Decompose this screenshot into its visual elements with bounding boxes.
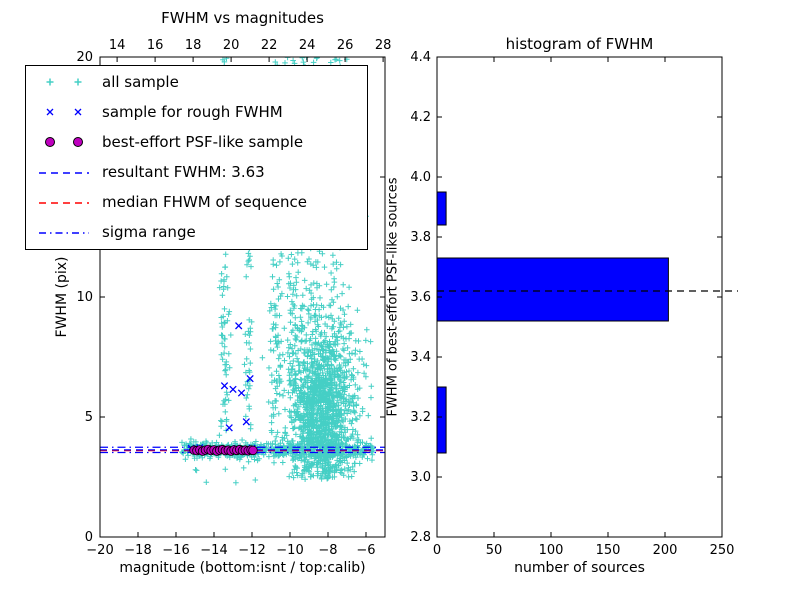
dashed-line-icon <box>39 171 89 174</box>
histogram-bar <box>436 257 669 322</box>
top-x-tick-label: 24 <box>299 38 316 53</box>
top-x-tick-label: 16 <box>147 38 164 53</box>
top-x-tick-label: 20 <box>223 38 240 53</box>
legend-label: resultant FWHM: 3.63 <box>102 163 265 182</box>
legend-entry-resultant-fwhm: resultant FWHM: 3.63 <box>36 165 357 181</box>
histogram-bar <box>436 386 447 454</box>
legend-entry-median-fwhm: median FHWM of sequence <box>36 195 357 211</box>
scatter-xlabel: magnitude (bottom:isnt / top:calib) <box>119 560 366 576</box>
y-tick-label: 3.8 <box>410 230 431 245</box>
top-x-tick-label: 26 <box>337 38 354 53</box>
dashdot-line-icon <box>39 232 89 234</box>
y-tick-label: 10 <box>76 290 93 305</box>
dashed-line-icon <box>39 202 89 204</box>
legend-label: sample for rough FWHM <box>102 102 283 121</box>
scatter-data-layer <box>100 57 385 486</box>
legend-entry-rough-sample: sample for rough FWHM <box>36 104 357 120</box>
hist-ylabel: FWHM of best-effort PSF-like sources <box>385 177 401 417</box>
legend-entry-sigma-range: sigma range <box>36 225 357 241</box>
y-tick-label: 4.4 <box>410 50 431 65</box>
x-tick-label: −16 <box>162 543 189 558</box>
y-tick-label: 4.0 <box>410 170 431 185</box>
x-tick-label: −14 <box>200 543 227 558</box>
x-marker-icon <box>46 108 82 116</box>
y-tick-label: 4.2 <box>410 110 431 125</box>
top-x-tick-label: 18 <box>185 38 202 53</box>
x-tick-label: −8 <box>318 543 337 558</box>
x-tick-label: −12 <box>238 543 265 558</box>
x-tick-label: 150 <box>596 543 621 558</box>
x-tick-label: 250 <box>710 543 735 558</box>
x-tick-label: −18 <box>124 543 151 558</box>
y-tick-label: 3.6 <box>410 290 431 305</box>
scatter-title: FWHM vs magnitudes <box>161 9 324 27</box>
legend-entry-all-sample: all sample <box>36 74 357 90</box>
top-x-tick-label: 28 <box>375 38 392 53</box>
x-tick-label: 200 <box>653 543 678 558</box>
legend: all sample sample for rough FWHM best-ef… <box>25 65 368 250</box>
hist-title: histogram of FWHM <box>505 35 654 53</box>
plus-marker-icon <box>46 78 82 86</box>
top-x-tick-label: 22 <box>261 38 278 53</box>
hist-xlabel: number of sources <box>514 560 645 576</box>
legend-entry-psf-sample: best-effort PSF-like sample <box>36 134 357 150</box>
y-tick-label: 0 <box>85 530 93 545</box>
x-tick-label: −10 <box>276 543 303 558</box>
y-tick-label: 20 <box>76 50 93 65</box>
legend-label: all sample <box>102 72 179 91</box>
legend-label: best-effort PSF-like sample <box>102 132 304 151</box>
psf-sample-marker <box>248 445 258 456</box>
y-tick-label: 3.0 <box>410 470 431 485</box>
circle-marker-icon <box>45 137 83 148</box>
histogram-bar <box>436 191 447 226</box>
x-tick-label: −20 <box>86 543 113 558</box>
legend-label: median FHWM of sequence <box>102 193 307 212</box>
scatter-ylabel: FWHM (pix) <box>54 256 70 338</box>
y-tick-label: 5 <box>85 410 93 425</box>
y-tick-label: 3.4 <box>410 350 431 365</box>
x-tick-label: 0 <box>433 543 441 558</box>
x-tick-label: 100 <box>539 543 564 558</box>
y-tick-label: 3.2 <box>410 410 431 425</box>
rough-sample-markers <box>187 322 259 454</box>
x-tick-label: −6 <box>356 543 375 558</box>
y-tick-label: 2.8 <box>410 530 431 545</box>
x-tick-label: 50 <box>486 543 503 558</box>
top-x-tick-label: 14 <box>109 38 126 53</box>
legend-label: sigma range <box>102 223 196 242</box>
